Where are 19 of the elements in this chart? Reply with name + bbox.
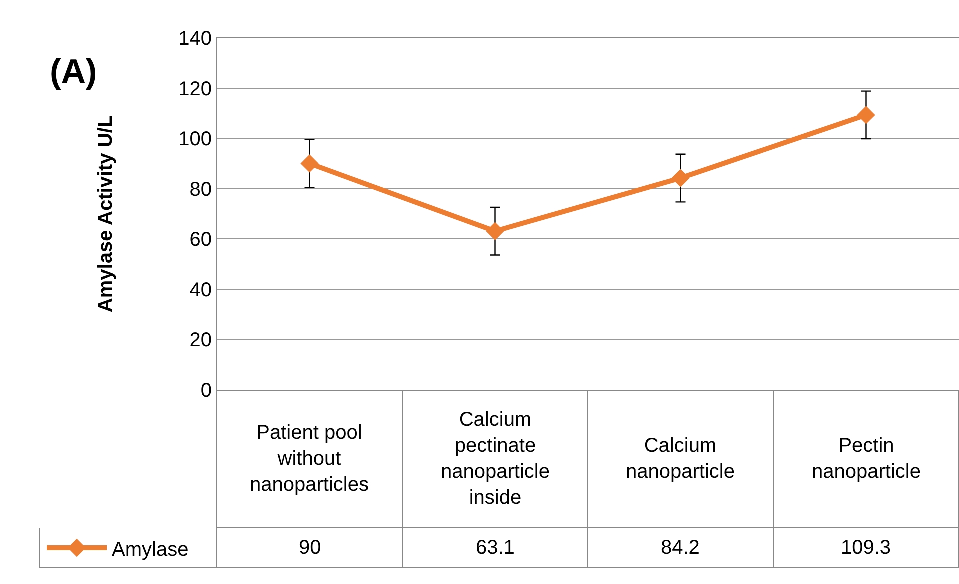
y-tick-label: 0 xyxy=(200,380,212,402)
y-tick-label: 60 xyxy=(190,229,212,252)
text: (A) xyxy=(50,53,98,91)
data-label: 84.2 xyxy=(661,537,700,559)
y-axis-title: Amylase Activity U/L xyxy=(95,115,118,313)
x-tick-label: Calcium pectinate nanoparticle inside xyxy=(441,409,550,509)
y-tick-label: 100 xyxy=(178,128,212,151)
y-tick-label: 40 xyxy=(190,279,212,302)
legend-label: Amylase xyxy=(112,538,189,561)
y-tick-label: 120 xyxy=(178,78,212,100)
x-tick-label: Pectin nanoparticle xyxy=(812,435,921,483)
data-label: 90 xyxy=(299,537,322,559)
y-tick-label: 20 xyxy=(190,330,212,352)
y-tick-label: 140 xyxy=(178,28,212,50)
x-tick-label: Calcium nanoparticle xyxy=(626,435,735,483)
y-tick-label: 80 xyxy=(190,178,212,201)
data-label: 109.3 xyxy=(841,537,892,559)
data-label: 63.1 xyxy=(476,537,515,559)
x-tick-label: Patient pool without nanoparticles xyxy=(250,422,369,496)
